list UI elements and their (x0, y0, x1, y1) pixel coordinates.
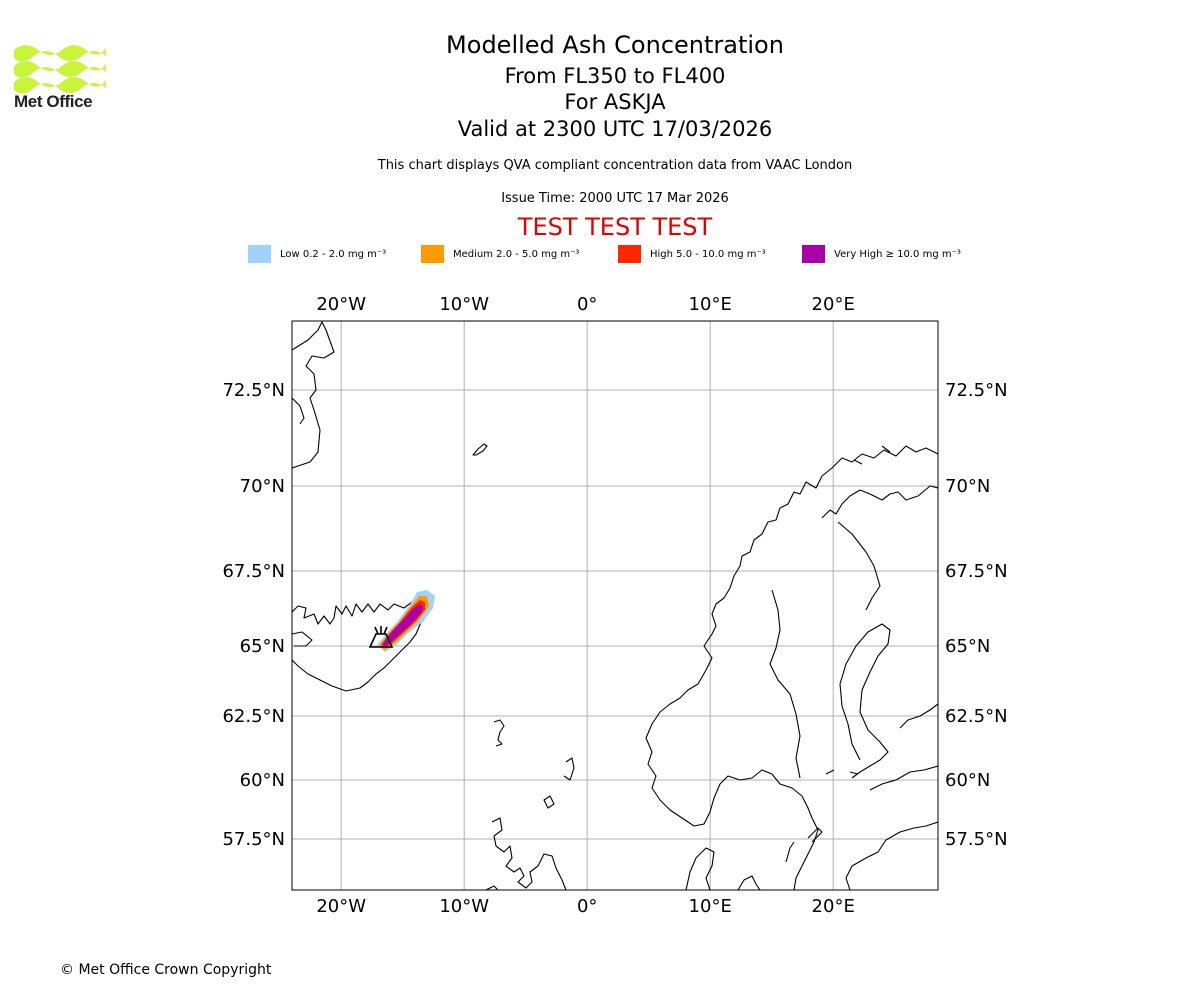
coast-shetland (563, 757, 575, 781)
legend-label-very-high: Very High ≥ 10.0 mg m⁻³ (834, 248, 961, 260)
lat-tick-label-right: 70°N (945, 476, 990, 497)
coast-jan-mayen (472, 443, 488, 456)
ash-plume (377, 590, 435, 652)
lat-tick-label-left: 67.5°N (222, 561, 285, 582)
coast-orkney (543, 795, 555, 809)
coast-small-islands (785, 445, 891, 863)
volcano-name: For ASKJA (564, 90, 666, 114)
legend-item-low: Low 0.2 - 2.0 mg m⁻³ (248, 244, 386, 264)
lon-tick-label-bottom: 10°W (439, 896, 489, 917)
coast-sweden-finland (793, 485, 938, 890)
coast-norway (645, 445, 938, 827)
coast-faroe-islands (493, 719, 505, 747)
lon-tick-label-top: 10°E (689, 294, 732, 315)
lat-tick-label-left: 62.5°N (222, 706, 285, 727)
lon-tick-label-top: 10°W (439, 294, 489, 315)
met-office-wordmark: Met Office (14, 92, 93, 111)
legend-swatch-low (248, 245, 271, 263)
coast-greenland (292, 321, 335, 469)
lat-tick-label-left: 57.5°N (222, 829, 285, 850)
lat-tick-label-left: 72.5°N (222, 380, 285, 401)
legend-item-high: High 5.0 - 10.0 mg m⁻³ (618, 244, 766, 264)
legend-item-medium: Medium 2.0 - 5.0 mg m⁻³ (421, 244, 579, 264)
lat-tick-label-right: 60°N (945, 770, 990, 791)
lat-tick-label-right: 62.5°N (945, 706, 1008, 727)
lat-tick-label-right: 57.5°N (945, 829, 1008, 850)
volcano-marker-icon (368, 626, 394, 648)
met-office-logo (14, 45, 106, 94)
coast-scotland (485, 817, 567, 890)
lat-tick-label-right: 72.5°N (945, 380, 1008, 401)
legend-label-high: High 5.0 - 10.0 mg m⁻³ (650, 248, 766, 260)
chart-title: Modelled Ash Concentration (446, 31, 784, 59)
lon-tick-label-bottom: 0° (577, 896, 597, 917)
lat-tick-label-left: 70°N (240, 476, 285, 497)
graticule (292, 321, 938, 890)
copyright-notice: © Met Office Crown Copyright (60, 962, 272, 978)
ash-zone-very-high (383, 604, 423, 647)
coastlines (292, 321, 938, 890)
legend-swatch-high (618, 245, 641, 263)
legend-item-very-high: Very High ≥ 10.0 mg m⁻³ (802, 244, 961, 264)
lat-tick-label-right: 65°N (945, 636, 990, 657)
chart-description: This chart displays QVA compliant concen… (377, 158, 853, 173)
lon-tick-label-bottom: 10°E (689, 896, 732, 917)
legend-swatch-very-high (802, 245, 825, 263)
valid-time: Valid at 2300 UTC 17/03/2026 (457, 117, 773, 141)
lat-tick-label-left: 65°N (240, 636, 285, 657)
test-banner: TEST TEST TEST (517, 213, 713, 241)
coast-iceland (292, 601, 423, 692)
coast-inland-borders (769, 521, 881, 779)
issue-time: Issue Time: 2000 UTC 17 Mar 2026 (501, 191, 729, 206)
lon-tick-label-top: 0° (577, 294, 597, 315)
lon-tick-label-top: 20°W (316, 294, 366, 315)
flight-level-range: From FL350 to FL400 (504, 64, 726, 88)
lon-tick-label-top: 20°E (812, 294, 855, 315)
map-frame (291, 320, 939, 891)
lon-tick-label-bottom: 20°W (316, 896, 366, 917)
legend-swatch-medium (421, 245, 444, 263)
lat-tick-label-right: 67.5°N (945, 561, 1008, 582)
legend-label-low: Low 0.2 - 2.0 mg m⁻³ (280, 248, 387, 260)
legend-label-medium: Medium 2.0 - 5.0 mg m⁻³ (453, 248, 580, 260)
lat-tick-label-left: 60°N (240, 770, 285, 791)
lon-tick-label-bottom: 20°E (812, 896, 855, 917)
map-tick-labels: 20°W 20°W 10°W 10°W 0° 0° 10°E 10°E 20°E 20°E 72.5… (222, 294, 1007, 917)
coast-denmark (685, 847, 761, 890)
